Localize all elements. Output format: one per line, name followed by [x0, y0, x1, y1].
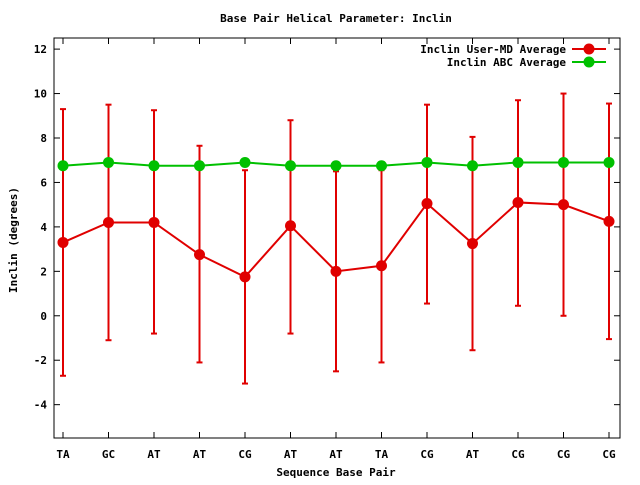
data-point [467, 160, 478, 172]
x-tick-label: AT [147, 448, 161, 461]
x-tick-label: AT [193, 448, 207, 461]
x-tick-label: CG [238, 448, 252, 461]
legend-marker [583, 43, 595, 55]
y-axis-label: Inclin (degrees) [7, 187, 20, 293]
series-1 [57, 92, 615, 385]
data-point [103, 156, 114, 168]
data-point [330, 265, 342, 277]
data-point [558, 156, 569, 168]
x-tick-label: CG [557, 448, 571, 461]
series-2 [57, 156, 615, 172]
y-tick-label: -4 [34, 399, 48, 412]
x-tick-label: TA [56, 448, 70, 461]
x-tick-label: CG [420, 448, 434, 461]
legend-label: Inclin ABC Average [447, 56, 567, 69]
y-tick-label: 8 [40, 132, 47, 145]
series-layer [57, 92, 615, 385]
legend-label: Inclin User-MD Average [420, 43, 566, 56]
plot-frame [53, 37, 621, 439]
data-point [239, 156, 251, 168]
data-point [558, 199, 569, 211]
data-point [103, 216, 114, 228]
data-point [330, 160, 342, 172]
data-point [194, 249, 205, 261]
data-point [603, 156, 615, 168]
x-axis-label: Sequence Base Pair [276, 466, 396, 479]
x-tick-label: AT [329, 448, 343, 461]
data-point [148, 216, 160, 228]
y-tick-label: 12 [34, 43, 47, 56]
data-point [376, 260, 387, 272]
x-tick-label: CG [511, 448, 525, 461]
y-tick-label: 6 [40, 176, 47, 189]
y-tick-label: 4 [40, 221, 47, 234]
data-point [148, 160, 160, 172]
x-tick-label: AT [284, 448, 298, 461]
data-point [57, 160, 69, 172]
y-axis: -4 -2 0 2 4 6 8 10 12 [34, 43, 620, 412]
y-tick-label: 2 [40, 265, 47, 278]
x-tick-label: TA [375, 448, 389, 461]
data-point [285, 220, 296, 232]
x-tick-label: CG [602, 448, 616, 461]
x-tick-label: AT [466, 448, 480, 461]
data-point [421, 198, 433, 210]
y-tick-label: -2 [34, 354, 47, 367]
data-point [376, 160, 387, 172]
data-point [285, 160, 296, 172]
x-tick-label: GC [102, 448, 115, 461]
data-point [239, 271, 251, 283]
data-point [421, 156, 433, 168]
legend-marker [583, 56, 595, 68]
data-point [512, 156, 524, 168]
chart-title: Base Pair Helical Parameter: Inclin [220, 12, 452, 25]
data-point [467, 238, 478, 250]
data-point [603, 215, 615, 227]
y-tick-label: 0 [40, 310, 47, 323]
y-tick-label: 10 [34, 88, 47, 101]
x-axis: TA GC AT AT CG AT AT TA CG AT CG CG CG [56, 38, 616, 461]
data-point [512, 196, 524, 208]
data-point [57, 236, 69, 248]
data-point [194, 160, 205, 172]
